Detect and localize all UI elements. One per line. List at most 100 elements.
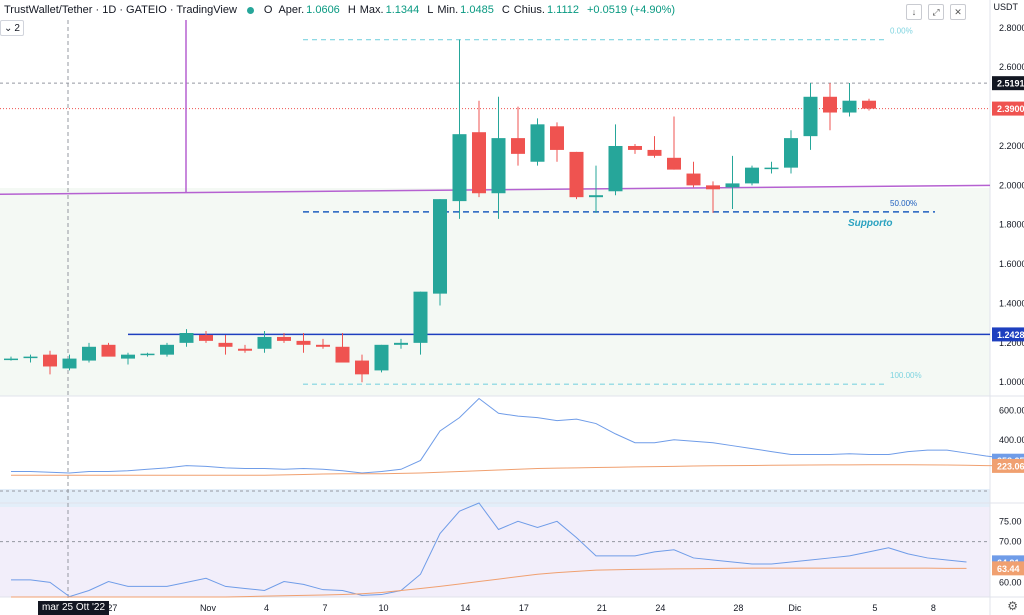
candle-body	[550, 126, 564, 150]
low-value: 1.0485	[460, 4, 494, 16]
currency-label[interactable]: USDT	[993, 2, 1019, 12]
x-tick-label: 21	[597, 603, 607, 613]
candle	[238, 344, 252, 353]
candle-body	[277, 336, 291, 341]
volume-ma-tag-bg	[992, 458, 1024, 473]
crosshair-date-tag: mar 25 Ott '22	[38, 601, 110, 615]
volume-ma-tag: 223.06	[997, 461, 1024, 471]
y-tick-label: 2.0000	[999, 180, 1024, 190]
collapse-indicators-button[interactable]: ⌄ 2	[0, 20, 24, 36]
expand-icon[interactable]: ⤢	[928, 4, 944, 20]
candle	[803, 82, 818, 150]
candle-body	[764, 167, 779, 170]
candle-body	[296, 340, 311, 345]
candle-body	[43, 354, 57, 367]
price-tag-support: 1.2428	[997, 330, 1024, 340]
candle	[296, 333, 311, 353]
y-tick-label: 600.00	[999, 405, 1024, 415]
candle-body	[706, 185, 720, 190]
open-label: O	[263, 4, 273, 16]
candle	[725, 155, 740, 209]
support-zone	[0, 188, 990, 396]
candle-body	[667, 157, 681, 170]
y-tick-label: 1.0000	[999, 377, 1024, 387]
candle-body	[530, 124, 545, 162]
price-tag-last-bg	[992, 76, 1024, 91]
candle-body	[160, 344, 174, 355]
volume-ma-line	[11, 464, 1024, 476]
candle	[647, 136, 662, 158]
candle-body	[23, 356, 38, 359]
rsi-ma-tag: 63.44	[997, 564, 1020, 574]
candle-body	[199, 334, 213, 341]
symbol-title[interactable]: TrustWallet/Tether · 1D · GATEIO · Tradi…	[4, 4, 237, 16]
rsi-line	[11, 502, 967, 598]
candle-body	[257, 336, 272, 349]
y-tick-label: 2.8000	[999, 23, 1024, 33]
x-tick-label: 27	[107, 603, 117, 613]
candle-body	[413, 291, 428, 343]
x-tick-label: 28	[733, 603, 743, 613]
price-tag-close-bg	[992, 101, 1024, 116]
candle	[745, 165, 759, 186]
candle	[140, 352, 155, 357]
y-tick-label: 400.00	[999, 435, 1024, 445]
x-tick-label: Nov	[200, 603, 217, 613]
candle	[179, 329, 194, 347]
fib-label: 50.00%	[890, 199, 917, 208]
x-tick-label: Dic	[788, 603, 801, 613]
candle-body	[823, 96, 837, 113]
close-value: 1.1112	[546, 4, 579, 16]
candle	[355, 354, 369, 383]
candle	[43, 350, 57, 375]
candle	[101, 342, 116, 357]
x-tick-label: 14	[460, 603, 470, 613]
candle	[199, 331, 213, 343]
candle	[764, 161, 779, 174]
candle	[160, 342, 174, 357]
candle	[452, 39, 467, 219]
candle-body	[140, 353, 155, 356]
candle	[589, 165, 603, 213]
candle	[862, 98, 876, 111]
candle-body	[101, 344, 116, 357]
gear-icon[interactable]: ⚙	[1007, 599, 1018, 613]
candle	[62, 354, 77, 371]
y-tick-label: 1.6000	[999, 259, 1024, 269]
window-controls: ↓ ⤢ ✕	[906, 0, 970, 20]
candle-body	[433, 199, 447, 294]
candle	[706, 181, 720, 213]
candle-body	[218, 342, 233, 347]
candle-body	[608, 145, 623, 192]
candle	[608, 124, 623, 196]
candle-body	[82, 346, 96, 361]
close-icon[interactable]: ✕	[950, 4, 966, 20]
x-tick-label: 17	[519, 603, 529, 613]
candle	[374, 344, 389, 373]
price-tag-support-bg	[992, 327, 1024, 342]
candle-body	[628, 145, 642, 150]
y-tick-label: 2.6000	[999, 62, 1024, 72]
arrow-down-icon[interactable]: ↓	[906, 4, 922, 20]
candle-body	[725, 183, 740, 188]
candle	[394, 338, 408, 349]
candle-body	[238, 348, 252, 351]
candle-body	[335, 346, 350, 363]
price-tag-close: 2.3900	[997, 104, 1024, 114]
high-value: 1.1344	[385, 4, 420, 16]
low-key-2: Min.	[437, 4, 459, 16]
candle	[4, 356, 18, 361]
candle	[628, 144, 642, 154]
y-tick-label: 70.00	[999, 537, 1022, 547]
candle-body	[647, 149, 662, 156]
candle-body	[569, 151, 584, 198]
candle-body	[374, 344, 389, 371]
rsi-background	[0, 507, 990, 597]
candle-body	[842, 100, 857, 113]
close-key-2: Chius.	[513, 4, 545, 16]
fib-label: 100.00%	[890, 371, 922, 380]
candle	[491, 96, 506, 219]
candle	[472, 100, 486, 198]
candle	[530, 118, 545, 166]
